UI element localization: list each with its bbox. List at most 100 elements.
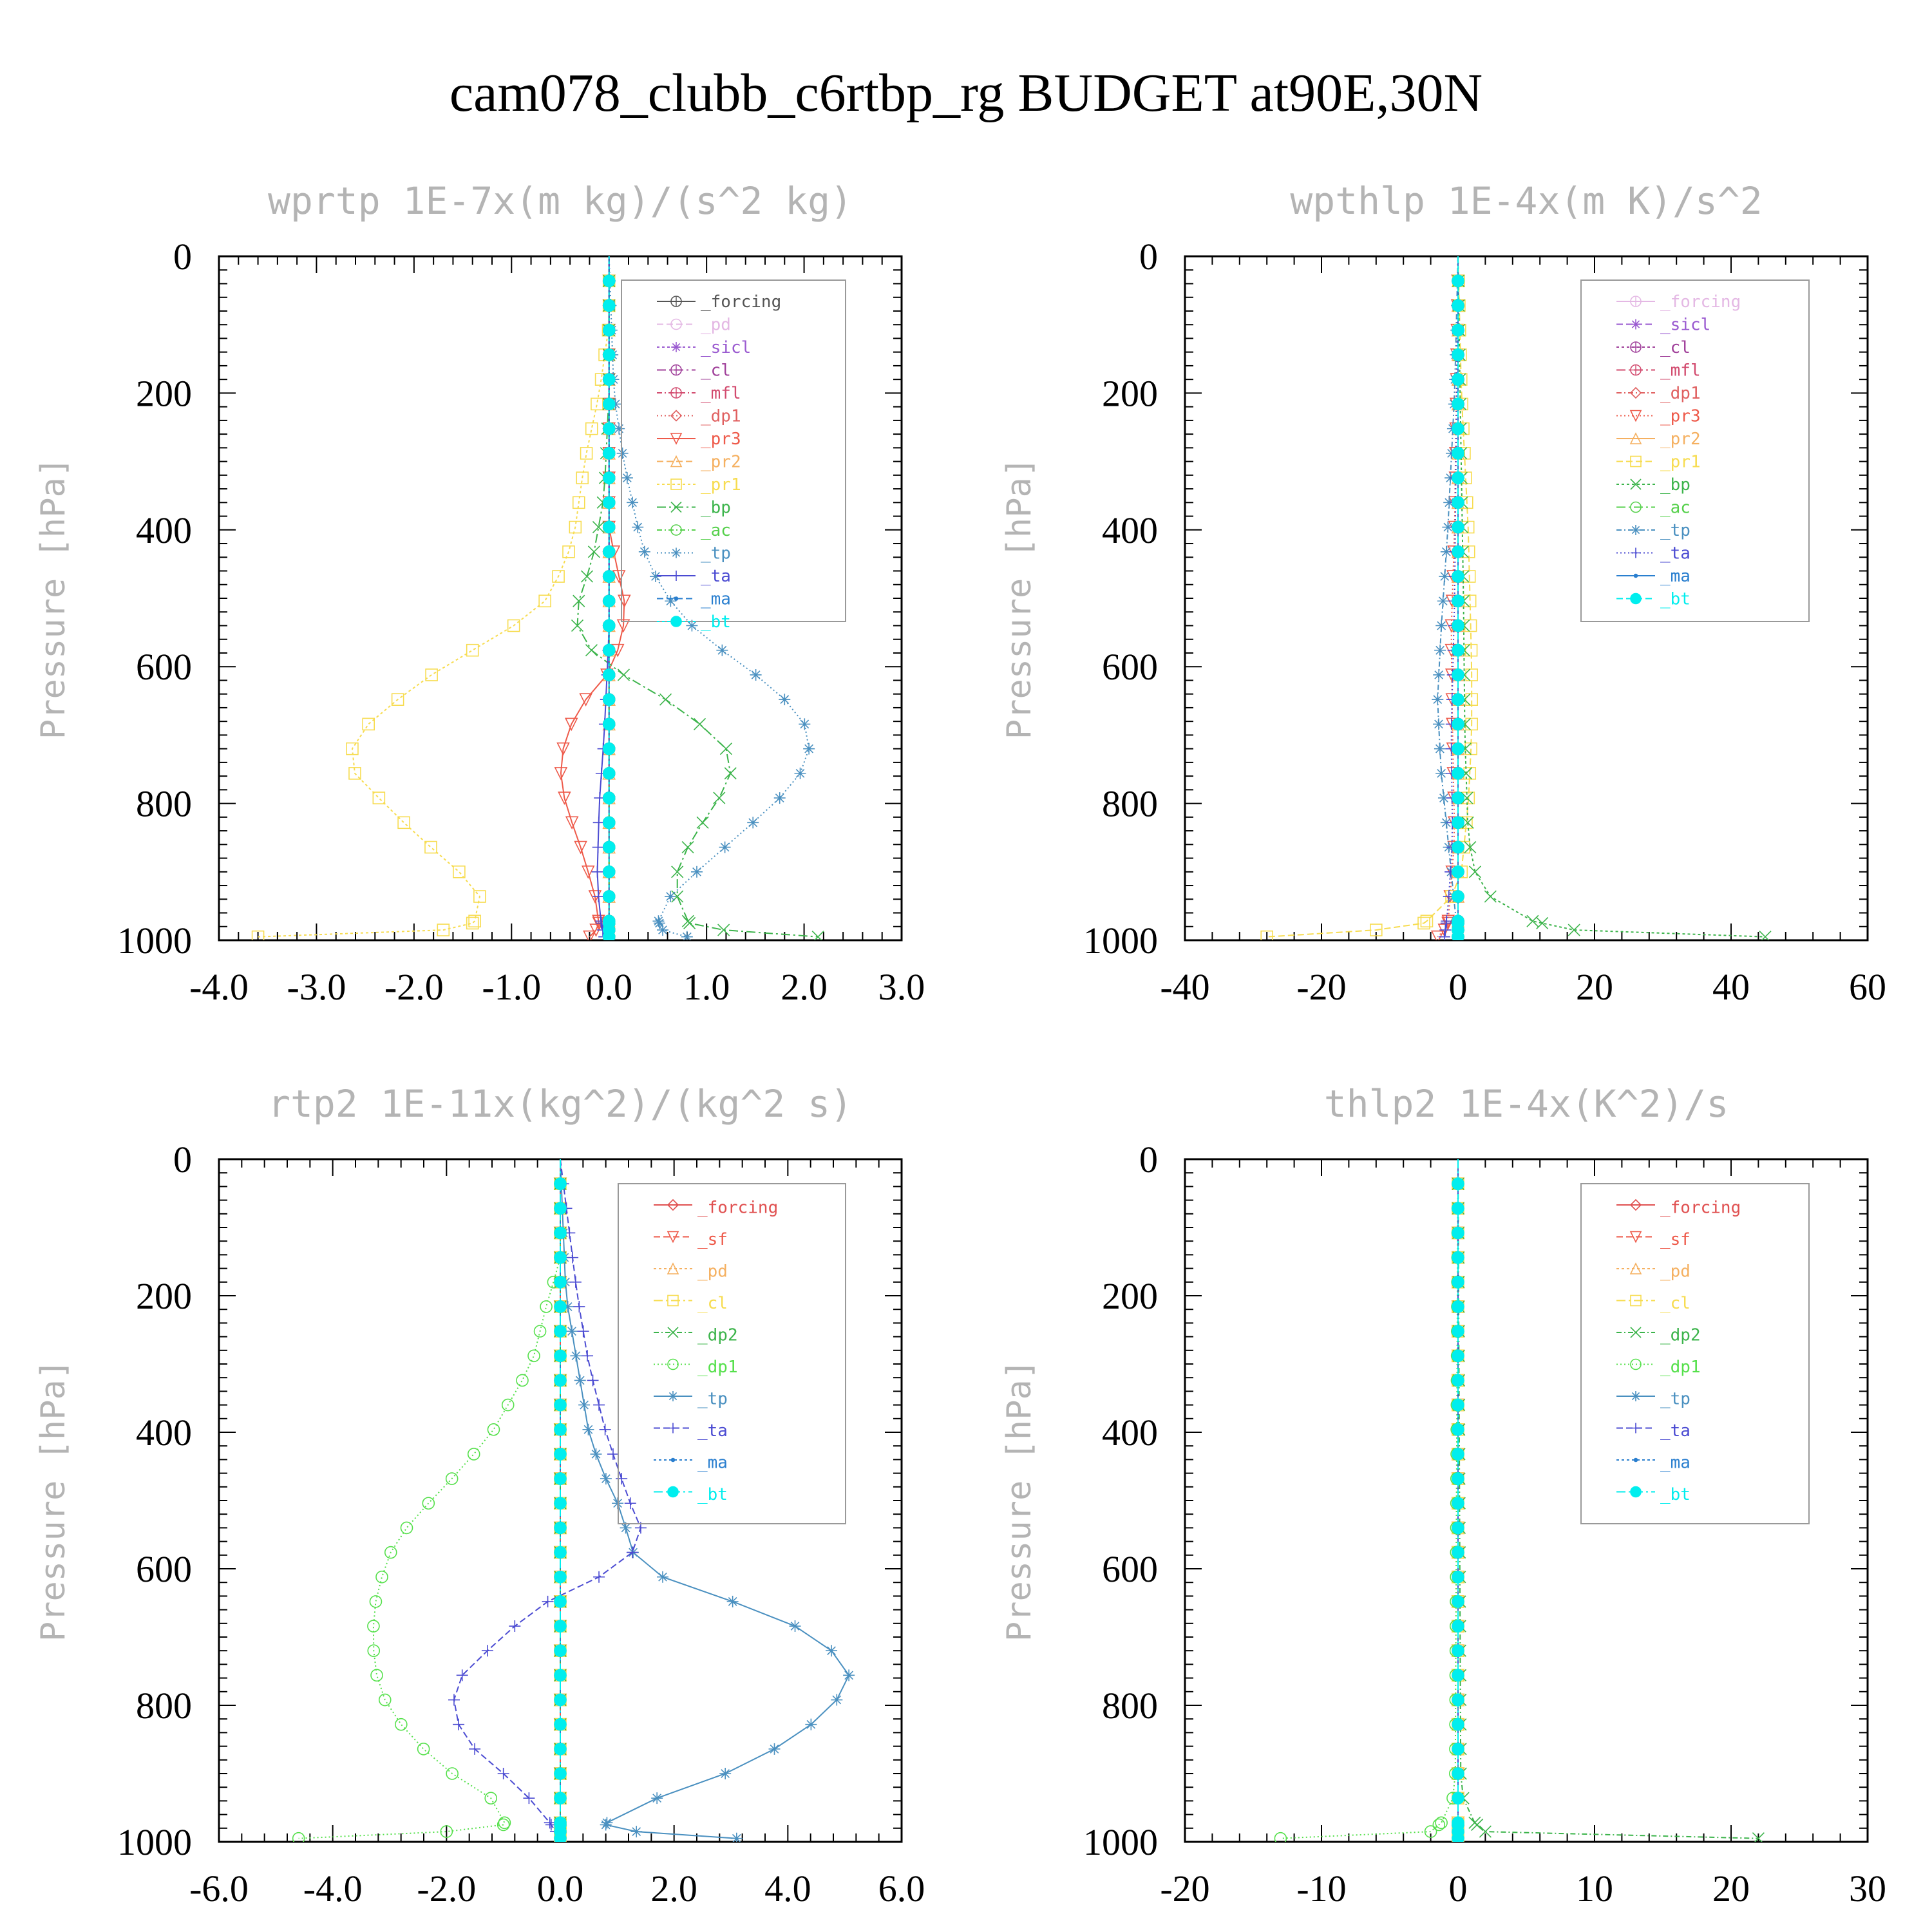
- data-point: [624, 1497, 636, 1510]
- axis-ticks: [1184, 1159, 1868, 1842]
- data-point: [1464, 619, 1477, 632]
- data-point: [487, 1423, 500, 1436]
- data-point: [425, 668, 438, 681]
- data-point: [602, 520, 616, 534]
- x-tick-label: 0: [1449, 966, 1468, 1008]
- data-point: [602, 840, 616, 854]
- data-point: [696, 816, 709, 829]
- data-point: [585, 422, 598, 435]
- data-point: [395, 1718, 408, 1731]
- series-bt: [1452, 256, 1464, 940]
- legend-label: _ma: [1660, 1454, 1690, 1473]
- data-point: [542, 1595, 554, 1607]
- data-point: [1434, 743, 1446, 755]
- x-tick-label: -2.0: [417, 1868, 476, 1909]
- y-tick-label: 400: [1102, 1412, 1158, 1454]
- legend-marker: [1630, 364, 1642, 376]
- data-point: [1452, 1349, 1464, 1363]
- figure-title: cam078_clubb_c6rtbp_rg BUDGET at90E,30N: [450, 63, 1482, 123]
- data-point: [657, 924, 668, 936]
- legend-label: _dp1: [1660, 384, 1701, 403]
- data-point: [1567, 923, 1580, 936]
- legend-label: _dp2: [697, 1326, 738, 1345]
- legend-label: _bt: [1660, 590, 1690, 609]
- legend-label: _cl: [697, 1294, 728, 1313]
- plot-frame: [1184, 1158, 1869, 1843]
- y-tick-label: 400: [1102, 509, 1158, 551]
- data-point: [1433, 668, 1445, 681]
- data-point: [554, 1349, 567, 1363]
- legend-label: _forcing: [701, 292, 781, 312]
- legend-label: _ta: [1660, 1421, 1690, 1441]
- panel-title: wprtp 1E-7x(m kg)/(s^2 kg): [268, 179, 853, 223]
- data-point: [1435, 1816, 1448, 1830]
- data-point: [367, 1620, 380, 1633]
- data-point: [440, 1825, 453, 1838]
- data-point: [1438, 931, 1450, 940]
- data-point: [1452, 1325, 1464, 1338]
- legend-marker: [667, 1294, 679, 1307]
- data-point: [554, 1620, 567, 1633]
- data-point: [554, 1832, 567, 1842]
- data-point: [671, 890, 684, 903]
- data-point: [544, 1817, 556, 1829]
- data-point: [498, 1816, 511, 1830]
- legend-marker: [670, 433, 683, 445]
- data-point: [1437, 595, 1449, 607]
- data-point: [649, 571, 661, 583]
- y-tick-label: 200: [1102, 372, 1158, 414]
- y-tick-label: 0: [173, 236, 192, 278]
- data-point: [607, 1448, 619, 1460]
- y-tick-label: 400: [136, 509, 192, 551]
- data-point: [466, 916, 479, 930]
- data-point: [602, 742, 616, 755]
- data-point: [573, 594, 585, 607]
- data-point: [566, 1325, 578, 1338]
- data-point: [602, 348, 616, 361]
- data-point: [1452, 1767, 1464, 1780]
- data-point: [1370, 923, 1383, 936]
- legend-marker: [674, 596, 679, 601]
- legend-box: [618, 1183, 846, 1524]
- plot-area: [292, 1159, 855, 1842]
- data-point: [613, 422, 625, 435]
- legend-label: _ac: [701, 521, 731, 540]
- data-point: [1440, 917, 1452, 929]
- legend-marker: [670, 455, 683, 468]
- data-point: [375, 1570, 388, 1584]
- data-point: [1435, 620, 1448, 632]
- data-point: [713, 791, 726, 804]
- data-point: [602, 717, 616, 731]
- data-point: [1442, 521, 1454, 533]
- data-point: [602, 545, 616, 558]
- data-point: [592, 841, 604, 853]
- x-tick-label: -20: [1160, 1868, 1209, 1909]
- data-point: [1452, 1570, 1464, 1584]
- legend-label: _bt: [1660, 1485, 1690, 1504]
- data-point: [587, 545, 600, 558]
- legend-marker: [671, 547, 681, 558]
- legend-marker: [1631, 1391, 1641, 1401]
- x-tick-label: 30: [1849, 1868, 1886, 1909]
- y-tick-label: 200: [136, 1275, 192, 1317]
- y-tick-label: 0: [173, 1139, 192, 1180]
- data-point: [803, 743, 815, 755]
- data-point: [602, 373, 616, 386]
- series-bt: [1452, 1159, 1464, 1842]
- data-point: [799, 718, 811, 730]
- data-point: [1452, 496, 1464, 509]
- x-tick-label: 40: [1712, 966, 1750, 1008]
- data-point: [370, 1669, 383, 1682]
- y-tick-label: 1000: [117, 1821, 192, 1863]
- y-tick-label: 200: [136, 372, 192, 414]
- data-point: [1420, 914, 1434, 928]
- data-point: [1452, 1448, 1464, 1461]
- data-point: [1465, 668, 1478, 681]
- data-point: [1452, 1472, 1464, 1485]
- legend-marker: [1630, 455, 1642, 468]
- data-point: [456, 1669, 468, 1681]
- y-tick-label: 800: [136, 1685, 192, 1727]
- legend-marker: [1629, 1198, 1642, 1211]
- data-point: [507, 619, 520, 632]
- legend-marker: [1630, 478, 1642, 490]
